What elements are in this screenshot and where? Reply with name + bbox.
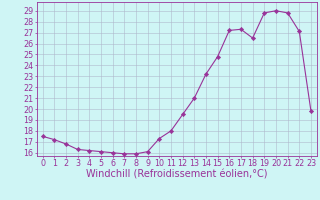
X-axis label: Windchill (Refroidissement éolien,°C): Windchill (Refroidissement éolien,°C): [86, 170, 268, 180]
